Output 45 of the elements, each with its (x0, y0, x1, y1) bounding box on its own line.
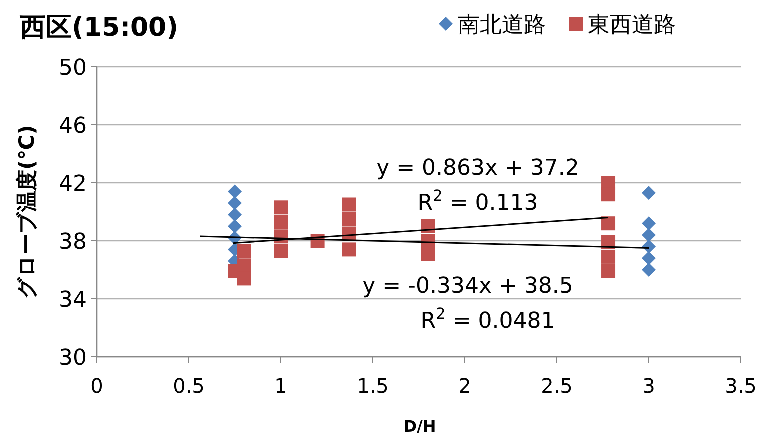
y-axis-title: グローブ温度(℃) (15, 125, 39, 299)
point (228, 208, 242, 222)
point (602, 264, 616, 278)
x-tick-label: 3.5 (725, 374, 757, 398)
point (642, 263, 656, 277)
point (421, 247, 436, 262)
annotation: y = -0.334x + 38.5 (362, 274, 574, 299)
y-tick-label: 30 (59, 346, 87, 371)
point (274, 215, 288, 230)
x-tick-label: 0 (90, 374, 104, 398)
point (228, 220, 242, 234)
point (602, 188, 616, 202)
x-tick-label: 2.5 (541, 374, 573, 398)
x-tick-label: 3 (642, 374, 656, 398)
point (237, 244, 252, 258)
annotation: R$^{2}$ = 0.113 (418, 187, 538, 216)
point (642, 186, 656, 200)
x-tick-label: 1.5 (357, 374, 389, 398)
point (274, 244, 288, 258)
point (642, 251, 656, 266)
x-tick-label: 0.5 (173, 374, 205, 398)
y-tick-label: 46 (59, 114, 87, 139)
legend-label: 南北道路 (458, 13, 546, 38)
x-axis-title: D/H (404, 417, 436, 436)
annotation: R$^{2}$ = 0.0481 (420, 305, 556, 334)
y-tick-label: 42 (59, 172, 87, 197)
y-tick-label: 50 (59, 56, 87, 81)
point (602, 250, 616, 264)
annotation: y = 0.863x + 37.2 (376, 156, 580, 181)
y-tick-label: 38 (59, 230, 87, 255)
point (228, 196, 242, 210)
point (342, 212, 356, 226)
legend-label: 東西道路 (588, 13, 676, 38)
chart-title: 西区(15:00) (19, 13, 179, 43)
point (642, 216, 656, 231)
point (274, 200, 288, 215)
point (342, 242, 356, 257)
y-tick-label: 34 (59, 288, 87, 313)
point (642, 228, 656, 242)
point (228, 184, 242, 199)
point (602, 216, 616, 231)
point (342, 198, 356, 212)
x-tick-label: 2 (458, 374, 472, 398)
point (237, 272, 252, 286)
x-tick-label: 1 (274, 374, 288, 398)
